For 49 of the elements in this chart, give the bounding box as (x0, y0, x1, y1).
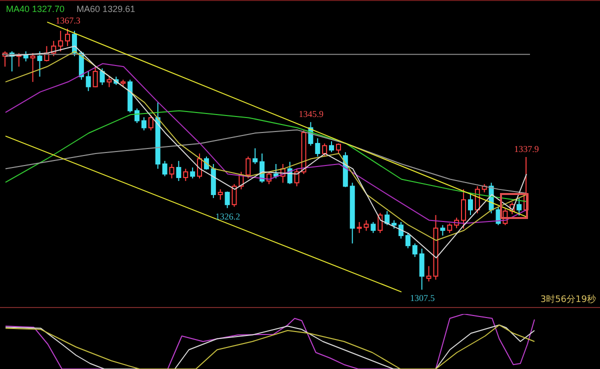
candlestick (252, 148, 258, 164)
candlestick (134, 108, 140, 124)
candlestick (23, 50, 28, 62)
candlestick (51, 40, 56, 57)
candlestick (190, 166, 196, 179)
candlestick (37, 50, 42, 78)
candlestick (516, 198, 522, 216)
candlestick (329, 140, 334, 153)
candlestick (468, 194, 473, 216)
candlestick (419, 248, 424, 290)
candlestick (224, 190, 230, 209)
candlestick (58, 30, 64, 52)
annotation: 1345.9 (298, 109, 324, 120)
candlestick (65, 28, 70, 47)
candlestick (447, 222, 452, 234)
candlestick (412, 242, 418, 258)
candlestick (315, 138, 320, 158)
annotation: 1337.9 (514, 144, 540, 154)
candlestick (100, 68, 105, 86)
candlestick (148, 114, 154, 131)
text: MA60 1329.61 (76, 4, 136, 14)
candlestick (106, 76, 112, 88)
candlestick (370, 222, 376, 234)
candlestick (322, 142, 328, 158)
candlestick (461, 188, 466, 230)
candlestick (246, 156, 251, 179)
annotation: 1307.5 (410, 293, 436, 304)
candlestick (169, 163, 174, 179)
text: 3时56分19秒 (540, 294, 596, 306)
candlestick (162, 160, 168, 177)
text: MA40 1327.70 (6, 4, 65, 14)
candlestick (176, 160, 182, 182)
candlestick (384, 210, 390, 226)
candlestick (141, 116, 146, 131)
candlestick (218, 188, 223, 200)
annotation: 1367.3 (56, 16, 81, 26)
candlestick (336, 142, 341, 154)
candlestick (183, 168, 188, 182)
candlestick (86, 70, 91, 92)
candlestick (232, 184, 237, 208)
candlestick (92, 66, 98, 88)
candlestick (30, 52, 36, 82)
candlestick (398, 222, 404, 240)
candlestick (356, 222, 362, 234)
annotation: 1326.2 (215, 211, 240, 222)
candlestick (364, 220, 369, 232)
candlestick (440, 224, 446, 236)
candlestick (197, 153, 202, 179)
candlestick (405, 232, 410, 249)
